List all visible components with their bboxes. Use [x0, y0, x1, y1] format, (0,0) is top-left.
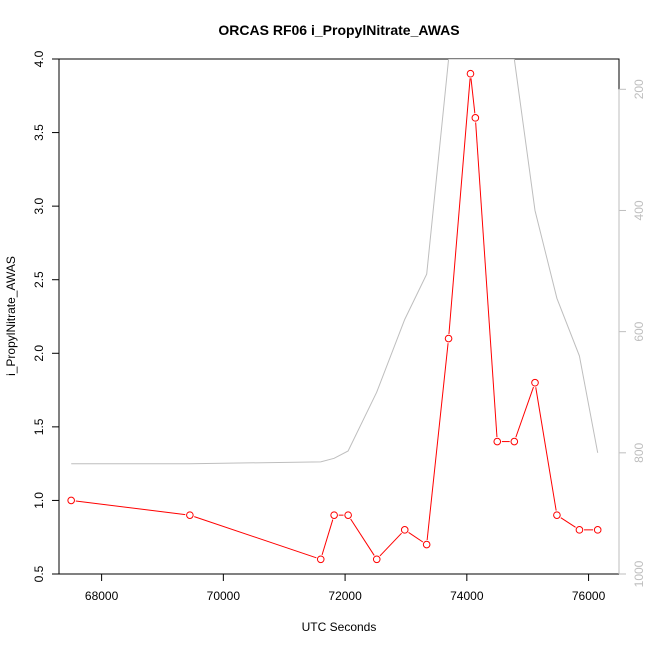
data-point — [593, 526, 602, 534]
data-point — [553, 511, 561, 519]
data-point — [422, 540, 431, 549]
series-segment — [448, 78, 471, 335]
x-tick-label: 70000 — [207, 589, 241, 603]
data-point — [510, 437, 519, 446]
series-segment — [560, 517, 576, 528]
series-segment — [535, 387, 557, 511]
data-point — [531, 378, 539, 387]
data-point — [372, 555, 381, 564]
y-axis-label: i_PropylNitrate_AWAS — [4, 256, 18, 376]
x-tick-label: 72000 — [328, 589, 362, 603]
data-point — [67, 496, 75, 505]
y-tick-label: 1.0 — [32, 492, 46, 509]
x-tick-label: 68000 — [85, 589, 119, 603]
series-segment — [350, 518, 375, 556]
y2-tick-label: 200 — [632, 79, 646, 99]
y-tick-label: 1.5 — [32, 418, 46, 435]
y-tick-label: 2.0 — [32, 345, 46, 362]
data-point — [575, 526, 584, 534]
data-point — [186, 511, 194, 519]
data-point — [471, 114, 480, 122]
series-segment — [475, 122, 498, 438]
x-tick-label: 74000 — [450, 589, 484, 603]
x-axis-label: UTC Seconds — [302, 620, 377, 634]
series-segment — [426, 343, 449, 541]
series-segment — [379, 532, 402, 557]
y-tick-label: 4.0 — [32, 50, 46, 67]
x-axis: 68000 70000 72000 74000 76000 — [85, 573, 606, 603]
series-segment — [470, 78, 476, 114]
data-point — [344, 511, 352, 519]
y2-tick-label: 1000 — [632, 560, 646, 587]
y-tick-label: 3.0 — [32, 197, 46, 214]
data-point — [330, 511, 338, 519]
red-series-layer — [67, 69, 602, 564]
plot-frame — [58, 58, 620, 575]
data-point — [316, 555, 325, 564]
x-tick-label: 76000 — [572, 589, 606, 603]
data-point — [493, 437, 502, 446]
y-tick-label: 3.5 — [32, 124, 46, 141]
chart-title: ORCAS RF06 i_PropylNitrate_AWAS — [218, 22, 459, 38]
data-point — [444, 334, 453, 343]
y-tick-label: 2.5 — [32, 271, 46, 288]
y2-tick-label: 400 — [632, 200, 646, 220]
y-axis: 0.5 1.0 1.5 2.0 2.5 3.0 3.5 4.0 — [32, 50, 60, 582]
data-point — [466, 69, 475, 78]
series-segment — [194, 516, 317, 559]
grey-series-layer — [71, 59, 599, 465]
data-point — [400, 526, 409, 534]
y-axis-secondary: 200 400 600 800 1000 — [618, 79, 646, 587]
series-segment — [75, 500, 186, 516]
y2-tick-label: 800 — [632, 442, 646, 462]
series-segment — [321, 519, 334, 556]
y-tick-label: 0.5 — [32, 565, 46, 582]
series-segment — [408, 532, 424, 543]
series-segment — [515, 386, 534, 438]
y2-tick-label: 600 — [632, 321, 646, 341]
secondary-series-line — [71, 59, 599, 465]
